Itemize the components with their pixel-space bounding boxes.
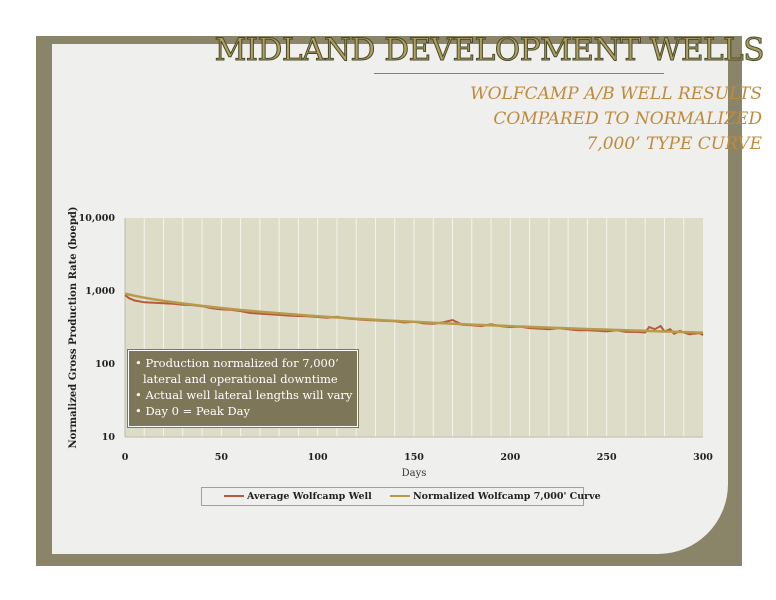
y-axis-label: Normalized Gross Production Rate (boepd): [68, 206, 79, 448]
x-tick-label: 200: [500, 452, 520, 463]
y-tick-label: 1,000: [85, 286, 115, 297]
legend-swatch-average: [224, 494, 244, 497]
x-tick-label: 50: [215, 452, 229, 463]
legend-label-average: Average Wolfcamp Well: [247, 491, 372, 502]
note-item: • Production normalized for 7,000’: [135, 356, 339, 370]
x-tick-label: 250: [597, 452, 617, 463]
legend-swatch-type-curve: [390, 494, 410, 497]
y-tick-label: 100: [95, 359, 115, 370]
subtitle-line-2: COMPARED TO NORMALIZED: [493, 109, 762, 129]
subtitle-line-3: 7,000’ TYPE CURVE: [586, 134, 762, 154]
note-item: • Day 0 = Peak Day: [135, 404, 251, 418]
legend-item-type-curve: Normalized Wolfcamp 7,000' Curve: [390, 491, 601, 502]
y-tick-label: 10: [102, 432, 116, 443]
title-underline: [374, 73, 664, 74]
series-normalized-type-curve: [124, 292, 704, 334]
x-axis-label: Days: [402, 468, 427, 479]
y-tick-label: 10,000: [79, 213, 116, 224]
x-tick-label: 100: [308, 452, 328, 463]
x-tick-label: 150: [404, 452, 424, 463]
x-tick-label: 0: [122, 452, 129, 463]
legend-item-average: Average Wolfcamp Well: [224, 491, 372, 502]
slide-title: MIDLAND DEVELOPMENT WELLS: [214, 32, 765, 69]
slide-subtitle: WOLFCAMP A/B WELL RESULTS COMPARED TO NO…: [422, 82, 762, 157]
x-axis-ticks: 0 50 100 150 200 250 300: [122, 452, 714, 463]
note-item: • Actual well lateral lengths will vary: [135, 388, 353, 402]
notes-box: • Production normalized for 7,000’ later…: [128, 350, 358, 427]
chart-legend: Average Wolfcamp Well Normalized Wolfcam…: [201, 487, 601, 506]
note-item: lateral and operational downtime: [143, 372, 338, 386]
subtitle-line-1: WOLFCAMP A/B WELL RESULTS: [470, 84, 762, 104]
legend-label-type-curve: Normalized Wolfcamp 7,000' Curve: [413, 491, 601, 502]
y-axis-ticks: 10 100 1,000 10,000: [79, 213, 116, 443]
x-tick-label: 300: [693, 452, 713, 463]
